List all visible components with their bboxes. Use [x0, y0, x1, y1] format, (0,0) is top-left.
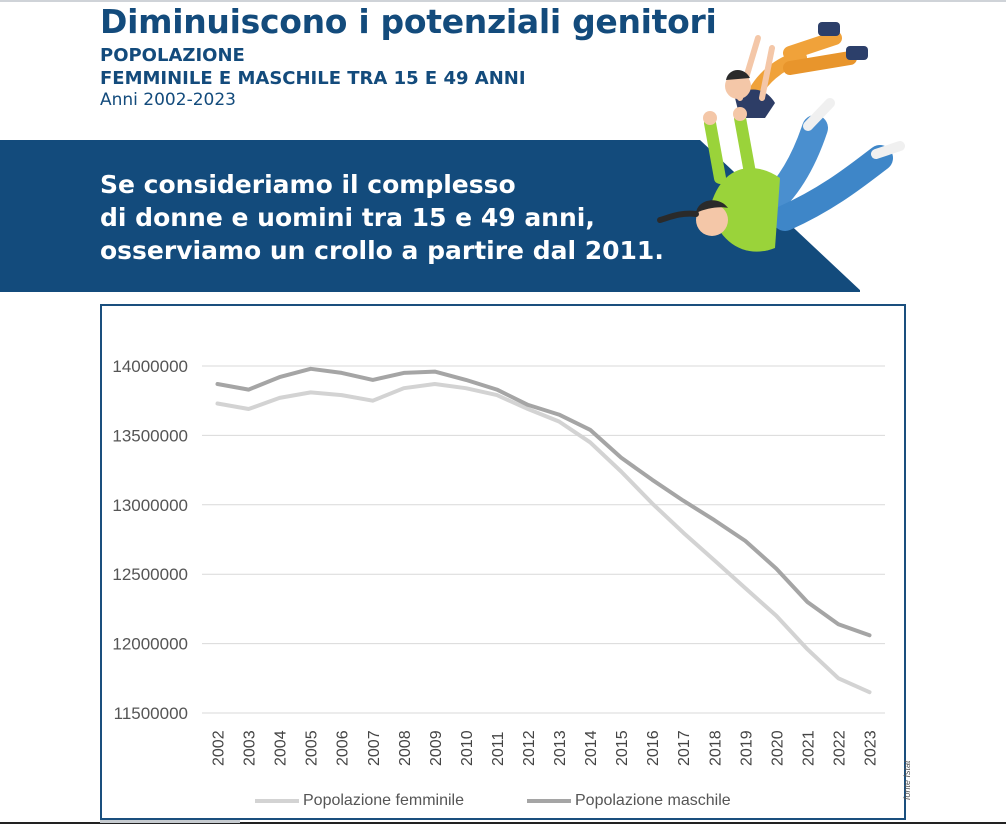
x-tick-label: 2005 [304, 730, 321, 766]
subtitle-line-2: FEMMINILE E MASCHILE TRA 15 E 49 ANNI [100, 68, 526, 89]
legend-swatch-femminile [255, 799, 299, 803]
x-tick-label: 2008 [397, 730, 414, 766]
years-range: Anni 2002-2023 [100, 90, 236, 110]
x-tick-label: 2006 [335, 730, 352, 766]
y-tick-label: 14000000 [112, 357, 188, 376]
y-axis-ticks: 11500000 12000000 12500000 13000000 13500000… [112, 357, 188, 723]
y-tick-label: 11500000 [114, 704, 188, 723]
bottom-rule [0, 822, 1006, 824]
x-axis-ticks: 2002 2003 2004 2005 2006 2007 2008 2009 2010 2011… [211, 730, 880, 766]
banner-text: Se consideriamo il complesso di donne e … [100, 168, 720, 267]
x-tick-label: 2007 [366, 730, 383, 766]
x-tick-label: 2020 [769, 730, 786, 766]
legend-label-femminile: Popolazione femminile [303, 792, 464, 809]
banner-line-3: osserviamo un crollo a partire dal 2011. [100, 236, 664, 265]
x-tick-label: 2009 [428, 730, 445, 766]
banner-line-2: di donne e uomini tra 15 e 49 anni, [100, 203, 595, 232]
x-tick-label: 2021 [800, 730, 817, 766]
x-tick-label: 2016 [645, 730, 662, 766]
x-tick-label: 2013 [552, 730, 569, 766]
bottom-accent [100, 820, 240, 823]
source-note: fonte Istat [902, 760, 912, 800]
top-rule [0, 0, 1006, 2]
falling-people-illustration [657, 22, 905, 252]
x-tick-label: 2012 [521, 730, 538, 766]
x-tick-label: 2011 [490, 731, 507, 766]
x-tick-label: 2022 [831, 730, 848, 766]
falling-woman-figure [657, 98, 905, 252]
x-tick-label: 2010 [459, 730, 476, 766]
x-tick-label: 2002 [211, 730, 228, 766]
banner-line-1: Se consideriamo il complesso [100, 170, 516, 199]
legend-label-maschile: Popolazione maschile [575, 792, 731, 809]
series-lines [215, 366, 872, 695]
legend-item-maschile: Popolazione maschile [527, 790, 731, 812]
page-title: Diminuiscono i potenziali genitori [100, 2, 717, 41]
y-tick-label: 12000000 [112, 635, 188, 654]
x-tick-label: 2004 [273, 730, 290, 766]
x-tick-label: 2014 [583, 730, 600, 766]
legend-item-femminile: Popolazione femminile [255, 790, 464, 812]
x-tick-label: 2015 [614, 730, 631, 766]
subtitle-line-1: POPOLAZIONE [100, 45, 245, 66]
series-line-maschile [215, 366, 872, 638]
x-tick-label: 2003 [242, 730, 259, 766]
y-tick-label: 13000000 [112, 496, 188, 515]
x-tick-label: 2018 [707, 730, 724, 766]
grid-lines [202, 365, 885, 714]
legend-swatch-maschile [527, 799, 571, 803]
x-tick-label: 2017 [676, 730, 693, 766]
x-tick-label: 2019 [738, 730, 755, 766]
x-tick-label: 2023 [862, 730, 879, 766]
series-line-femminile [215, 382, 872, 695]
y-tick-label: 12500000 [112, 565, 188, 584]
y-tick-label: 13500000 [112, 426, 188, 445]
falling-man-figure [725, 22, 868, 118]
